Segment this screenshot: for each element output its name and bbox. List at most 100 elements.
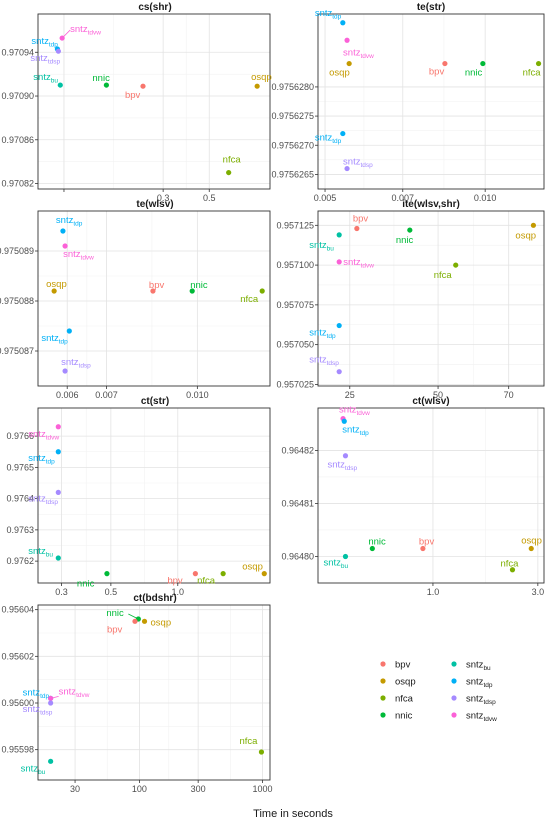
y-tick-label: 0.95600 bbox=[1, 698, 34, 708]
legend-swatch bbox=[380, 678, 386, 684]
point-label-sntz-bu: sntzbu bbox=[21, 763, 46, 776]
legend-item-nnic: nnic bbox=[380, 711, 413, 722]
point-bpv bbox=[442, 60, 448, 67]
point-sntz-tdp bbox=[66, 328, 72, 334]
panel-border bbox=[317, 407, 545, 584]
panel-ct-wlsv: ct(wlsv) 0.96480 0.96481 0.96482 1.0 3.0 sntzt… bbox=[281, 396, 545, 597]
plot-background bbox=[38, 14, 270, 189]
plot-background bbox=[38, 211, 270, 386]
point-sntz-tdvw bbox=[336, 259, 342, 265]
point-nnic bbox=[189, 288, 195, 294]
plot-background bbox=[318, 211, 544, 386]
point-sntz-tdsp bbox=[342, 453, 349, 459]
point-label-sntz-tdvw: sntztdvw bbox=[343, 257, 374, 270]
point-osqp bbox=[51, 288, 57, 294]
y-tick-label: 0.957075 bbox=[276, 300, 314, 310]
point-label-sntz-tdsp: sntztdsp bbox=[28, 493, 58, 506]
point-osqp bbox=[346, 60, 352, 67]
point-label-nfca: nfca bbox=[523, 68, 542, 79]
point-label-nfca: nfca bbox=[197, 576, 216, 587]
point-label-osqp: osqp bbox=[151, 617, 172, 628]
point-label-bpv: bpv bbox=[429, 67, 445, 78]
point-label-sntz-tdp: sntztdp bbox=[31, 36, 58, 49]
legend-label: osqp bbox=[395, 677, 416, 688]
point-label-bpv: bpv bbox=[353, 214, 369, 225]
point-label-sntz-tdp: sntztdp bbox=[315, 133, 342, 146]
panel-ct-bdshr: ct(bdshr) 0.95598 0.95600 0.95602 0.95604 30 1… bbox=[1, 593, 272, 794]
point-label-sntz-tdp: sntztdp bbox=[309, 328, 336, 341]
point-sntz-tdvw bbox=[62, 243, 68, 249]
point-bpv bbox=[420, 545, 426, 552]
point-nfca bbox=[220, 571, 226, 577]
point-label-nnic: nnic bbox=[92, 73, 110, 84]
x-tick-label: 100 bbox=[132, 784, 147, 794]
y-tick-label: 0.95604 bbox=[1, 605, 34, 615]
y-tick-label: 0.97094 bbox=[1, 47, 34, 57]
x-tick-label: 50 bbox=[433, 390, 443, 400]
point-nfca bbox=[509, 567, 516, 573]
legend-item-nfca: nfca bbox=[380, 694, 414, 705]
point-bpv bbox=[192, 571, 198, 577]
point-sntz-bu bbox=[55, 555, 61, 561]
y-tick-label: 0.97082 bbox=[1, 179, 34, 189]
legend-label: nnic bbox=[395, 711, 413, 722]
x-tick-label: 0.007 bbox=[392, 193, 415, 203]
legend-label: sntztdsp bbox=[466, 694, 496, 707]
x-tick-label: 0.5 bbox=[203, 193, 216, 203]
point-label-sntz-bu: sntzbu bbox=[28, 546, 53, 559]
point-nnic bbox=[104, 571, 110, 577]
y-tick-label: 0.9756275 bbox=[271, 111, 314, 121]
x-tick-label: 0.5 bbox=[105, 587, 118, 597]
point-nfca bbox=[258, 749, 265, 755]
point-osqp bbox=[141, 618, 148, 624]
legend-swatch bbox=[451, 661, 457, 667]
point-nnic bbox=[407, 227, 413, 233]
y-tick-label: 0.95602 bbox=[1, 651, 34, 661]
y-tick-label: 0.957050 bbox=[276, 340, 314, 350]
panel-border bbox=[37, 604, 271, 781]
point-sntz-tdvw bbox=[55, 424, 61, 430]
point-label-osqp: osqp bbox=[521, 536, 542, 547]
point-osqp bbox=[530, 222, 537, 228]
x-tick-label: 30 bbox=[70, 784, 80, 794]
panel-title: ct(wlsv) bbox=[412, 396, 449, 407]
x-tick-label: 3.0 bbox=[532, 587, 545, 597]
point-label-osqp: osqp bbox=[46, 279, 67, 290]
x-tick-label: 0.3 bbox=[55, 587, 68, 597]
x-tick-label: 1.0 bbox=[172, 587, 185, 597]
point-label-sntz-bu: sntzbu bbox=[323, 557, 348, 570]
point-sntz-tdsp bbox=[55, 48, 61, 54]
point-nnic bbox=[369, 545, 375, 552]
point-label-sntz-tdsp: sntztdsp bbox=[61, 357, 91, 370]
legend-label: sntztdvw bbox=[466, 711, 497, 724]
point-label-bpv: bpv bbox=[419, 537, 435, 548]
label-leader-line bbox=[61, 29, 71, 39]
panel-border bbox=[37, 13, 271, 190]
panel-border bbox=[317, 210, 545, 387]
point-label-nfca: nfca bbox=[500, 559, 519, 570]
panel-title: ite(wlsv,shr) bbox=[402, 199, 460, 210]
point-label-sntz-bu: sntzbu bbox=[309, 240, 334, 253]
point-sntz-tdvw bbox=[48, 695, 54, 701]
point-label-sntz-tdp: sntztdp bbox=[56, 215, 83, 228]
y-tick-label: 0.96481 bbox=[281, 498, 314, 508]
legend-item-sntz-tdp: sntztdp bbox=[451, 677, 493, 689]
point-label-osqp: osqp bbox=[242, 562, 263, 573]
point-sntz-tdvw bbox=[344, 37, 350, 43]
y-tick-label: 0.9756265 bbox=[271, 169, 314, 179]
panel-ct-str: ct(str) 0.9762 0.9763 0.9764 0.9765 0.9766 0.3… bbox=[6, 396, 271, 597]
point-bpv bbox=[150, 288, 156, 294]
y-tick-label: 0.975089 bbox=[0, 246, 34, 256]
point-nnic bbox=[480, 60, 486, 67]
point-label-nnic: nnic bbox=[396, 235, 414, 246]
y-tick-label: 0.95598 bbox=[1, 745, 34, 755]
point-sntz-bu bbox=[48, 758, 54, 764]
point-label-nfca: nfca bbox=[239, 736, 258, 747]
legend-swatch bbox=[451, 695, 457, 701]
point-label-nnic: nnic bbox=[106, 608, 124, 619]
point-osqp bbox=[528, 545, 534, 552]
y-tick-label: 0.957025 bbox=[276, 379, 314, 389]
point-label-nnic: nnic bbox=[77, 579, 95, 590]
panel-border bbox=[37, 407, 271, 584]
